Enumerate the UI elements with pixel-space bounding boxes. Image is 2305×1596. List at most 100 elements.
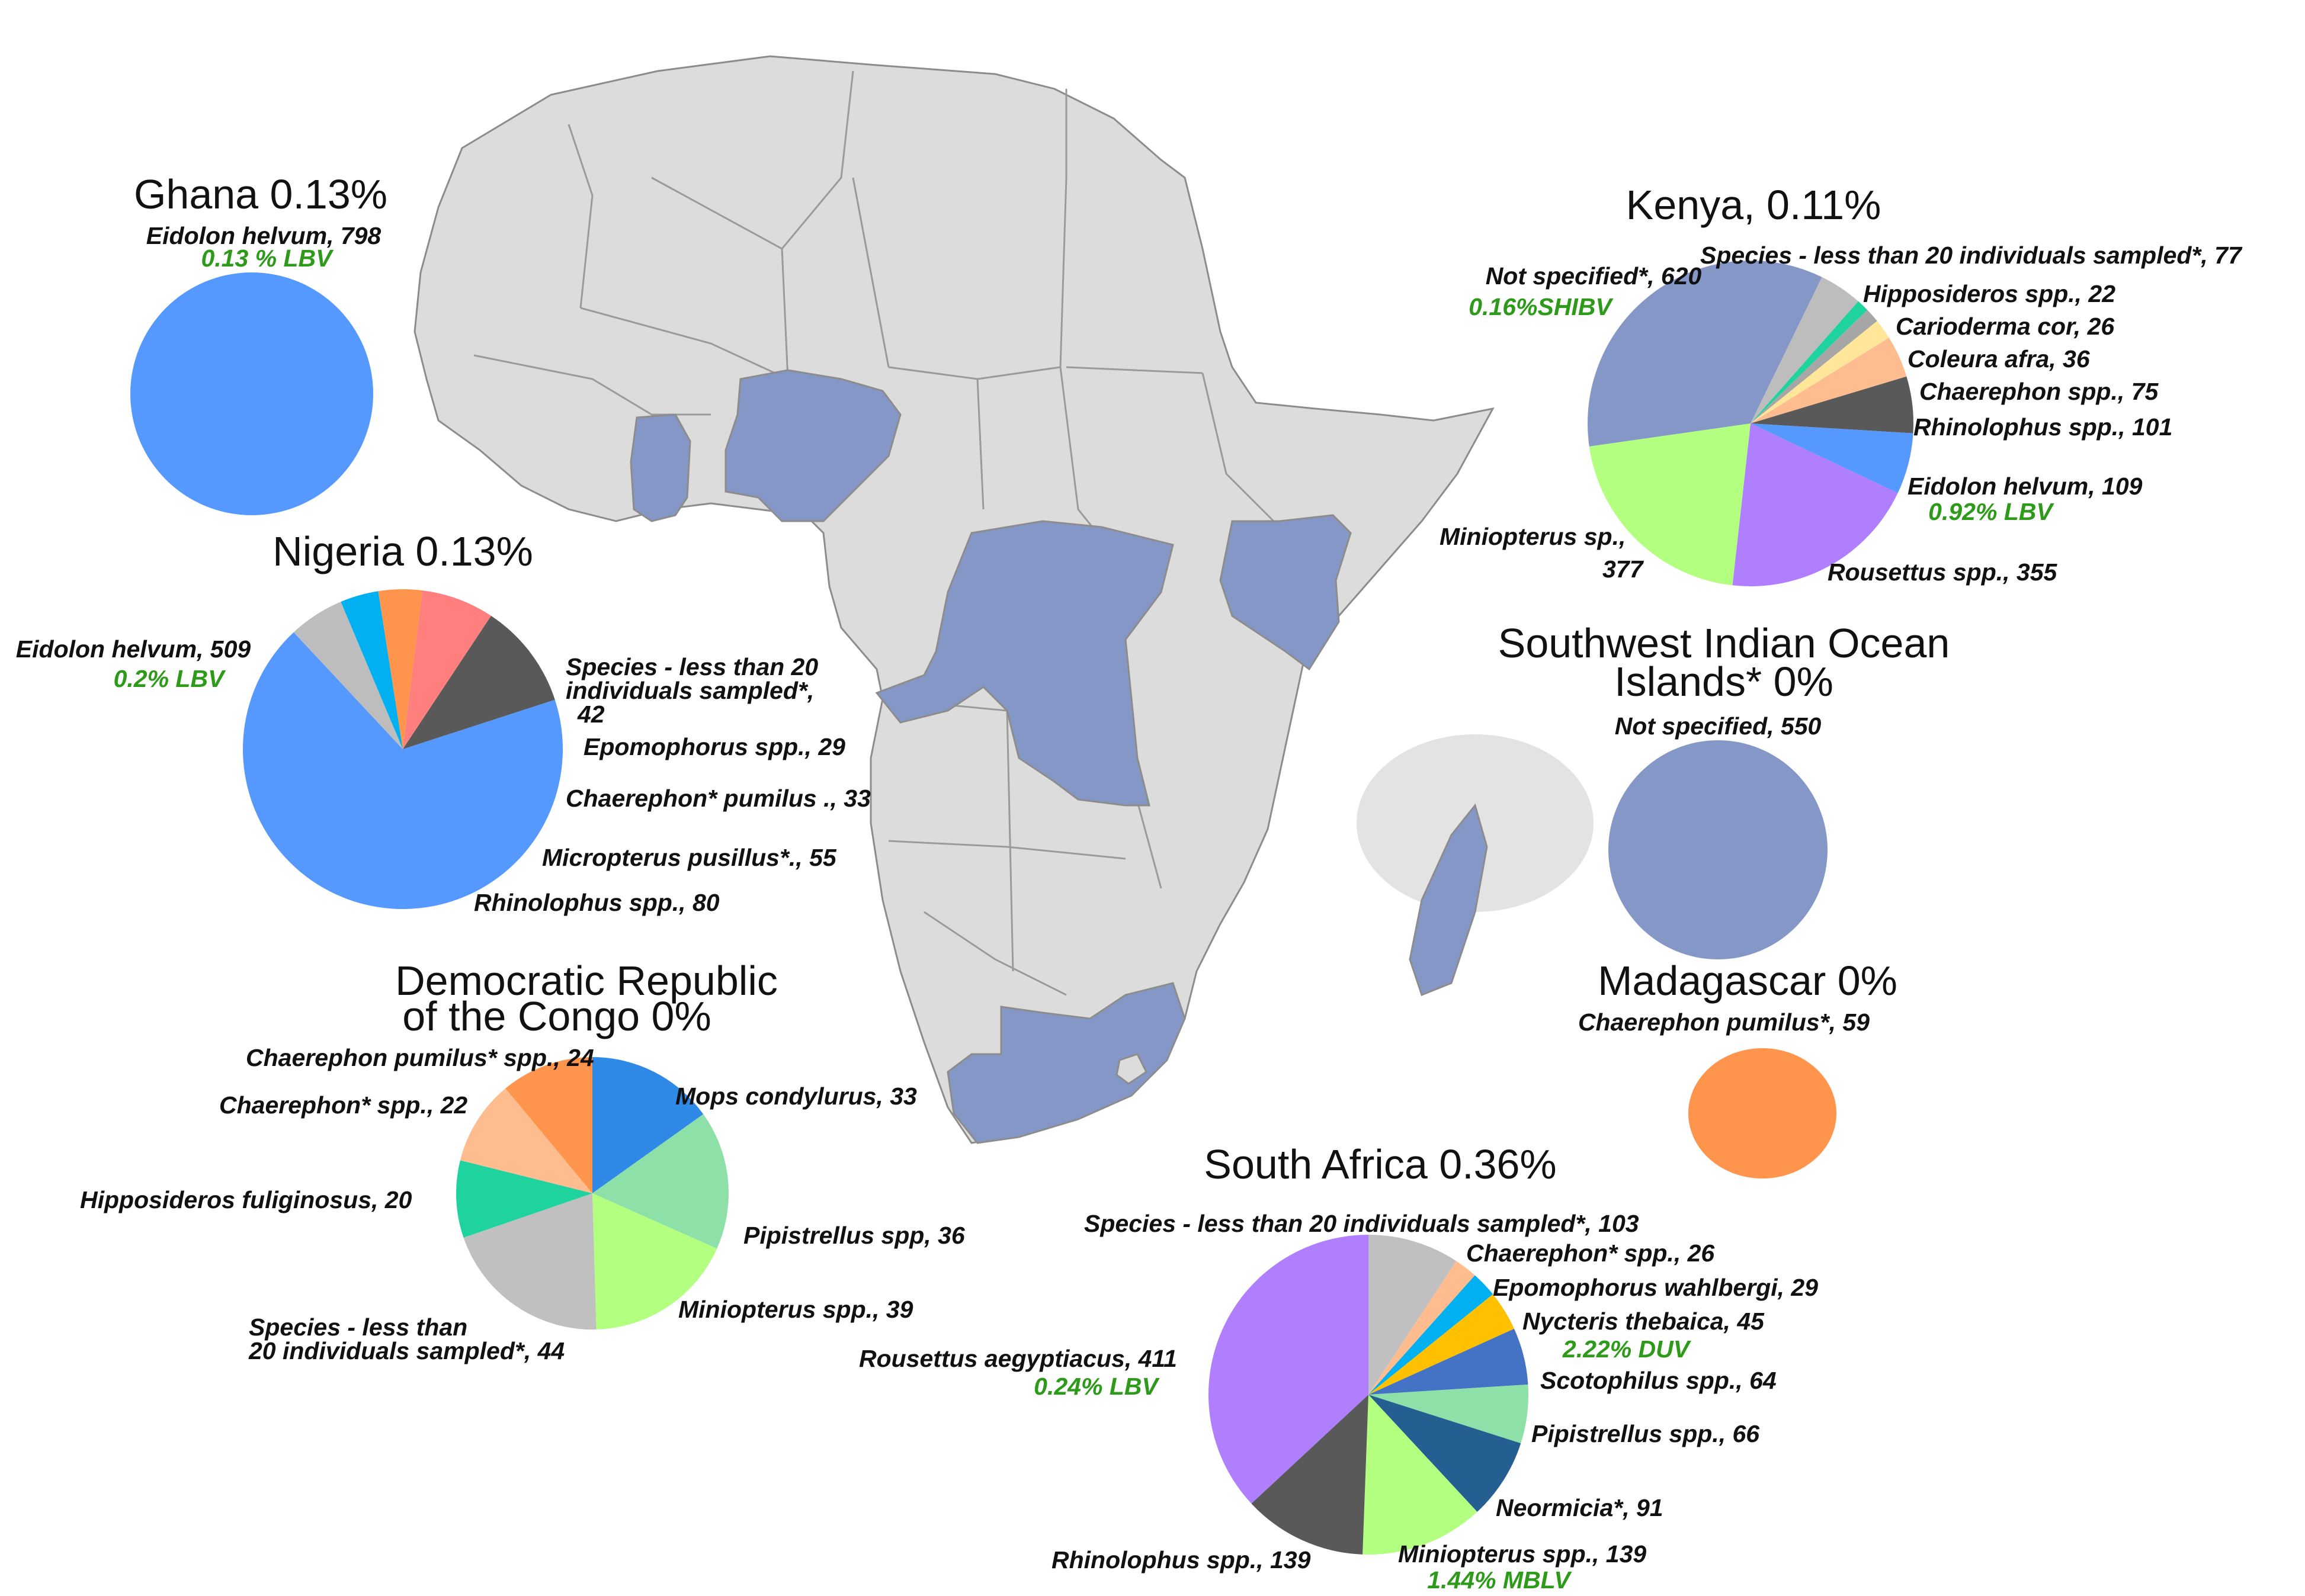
drc-label-miniopterus: Miniopterus spp., 39 [678, 1296, 913, 1323]
ghana-label-eidolon: Eidolon helvum, 798 [146, 222, 382, 249]
south-africa-pie-slice-3 [1368, 1294, 1515, 1395]
south-africa-pie-slice-1 [1368, 1261, 1475, 1395]
sa-stat-nycteris: 2.22% DUV [1562, 1335, 1692, 1363]
drc-pie-slice-2 [592, 1193, 717, 1330]
madagascar-pie [1688, 1048, 1836, 1178]
drc-label-pipistrellus: Pipistrellus spp, 36 [743, 1222, 966, 1249]
nigeria-label-micropterus: Micropterus pusillus*., 55 [542, 844, 837, 871]
sa-label-epomophorus: Epomophorus wahlbergi, 29 [1493, 1274, 1818, 1301]
swio-pie-slice-0 [1608, 740, 1828, 959]
kenya-stat-eidolon: 0.92% LBV [1928, 498, 2054, 525]
kenya-pie-slice-8 [1589, 423, 1751, 586]
kenya-pie-slice-7 [1732, 423, 1898, 587]
africa-map [413, 55, 1594, 1144]
south-africa-pie-slice-6 [1368, 1395, 1521, 1512]
south-africa-pie-slice-7 [1363, 1395, 1477, 1555]
nigeria-pie [243, 589, 563, 910]
south-africa-title: South Africa 0.36% [1204, 1141, 1556, 1187]
swio-title-line1: Southwest Indian Ocean [1498, 620, 1950, 666]
south-africa-region [947, 982, 1186, 1144]
madagascar-region [1409, 803, 1488, 996]
kenya-title: Kenya, 0.11% [1626, 182, 1881, 228]
kenya-region [1219, 514, 1352, 671]
nigeria-label-rhinolophus: Rhinolophus spp., 80 [474, 889, 720, 916]
drc-pie-slice-6 [505, 1056, 592, 1193]
kenya-pie-slice-4 [1751, 338, 1907, 423]
kenya-label-rhinolophus: Rhinolophus spp., 101 [1913, 413, 2172, 441]
kenya-pie-slice-1 [1751, 301, 1868, 423]
kenya-label-rousettus: Rousettus spp., 355 [1828, 558, 2058, 586]
drc-pie-slice-4 [456, 1160, 592, 1238]
sa-label-rhinolophus: Rhinolophus spp., 139 [1051, 1546, 1311, 1573]
sa-label-scotophilus: Scotophilus spp., 64 [1540, 1367, 1777, 1394]
nigeria-region [724, 369, 902, 522]
ghana-pie-slice-0 [130, 272, 373, 515]
sa-stat-miniopterus: 1.44% MBLV [1427, 1566, 1572, 1594]
nigeria-label-chaerephon: Chaerephon* pumilus ., 33 [566, 785, 871, 812]
sa-label-neormicia: Neormicia*, 91 [1496, 1494, 1663, 1521]
sa-label-pipistrellus: Pipistrellus spp., 66 [1531, 1420, 1760, 1447]
nigeria-title: Nigeria 0.13% [273, 528, 533, 574]
kenya-label-miniopterus-line1: Miniopterus sp., [1440, 523, 1626, 550]
swio-title-line2: Islands* 0% [1614, 659, 1833, 705]
drc-label-species-line1: Species - less than [249, 1314, 467, 1341]
south-africa-pie-slice-0 [1368, 1235, 1457, 1395]
nigeria-pie-slice-2 [341, 591, 403, 749]
sa-stat-rousettus: 0.24% LBV [1034, 1373, 1160, 1400]
drc-label-chaerephon: Chaerephon* spp., 22 [219, 1091, 467, 1119]
kenya-label-eidolon: Eidolon helvum, 109 [1908, 473, 2143, 500]
madagascar-title: Madagascar 0% [1598, 958, 1897, 1004]
nigeria-label-species-line1: Species - less than 20 [566, 653, 818, 680]
madagascar-pie-slice-0 [1688, 1048, 1836, 1178]
lesotho [1115, 1053, 1147, 1085]
swio-pie [1608, 740, 1828, 959]
sa-label-rousettus: Rousettus aegyptiacus, 411 [859, 1345, 1177, 1372]
kenya-label-coleura: Coleura afra, 36 [1908, 345, 2091, 372]
sa-label-chaerephon: Chaerephon* spp., 26 [1466, 1239, 1715, 1267]
sa-label-nycteris: Nycteris thebaica, 45 [1522, 1308, 1765, 1335]
drc-region [875, 520, 1174, 807]
drc-pie-slice-1 [592, 1114, 729, 1249]
swio-label-not-specified: Not specified, 550 [1615, 712, 1822, 740]
drc-title-line2: of the Congo 0% [402, 993, 711, 1039]
sa-label-miniopterus: Miniopterus spp., 139 [1398, 1540, 1646, 1568]
kenya-pie-slice-2 [1751, 310, 1877, 423]
kenya-pie-slice-0 [1751, 277, 1858, 423]
south-africa-pie-slice-5 [1368, 1384, 1528, 1444]
south-africa-pie-slice-8 [1251, 1395, 1368, 1555]
drc-pie-slice-5 [460, 1088, 592, 1193]
south-africa-pie-slice-4 [1368, 1328, 1528, 1395]
kenya-label-miniopterus-line2: 377 [1602, 555, 1644, 583]
kenya-label-species: Species - less than 20 individuals sampl… [1700, 242, 2243, 269]
nigeria-pie-slice-0 [243, 632, 563, 910]
nigeria-label-species-line3: 42 [577, 701, 605, 728]
south-africa-pie-slice-9 [1208, 1235, 1368, 1504]
ghana-region [630, 413, 691, 522]
drc-pie-slice-0 [592, 1057, 704, 1193]
ghana-title: Ghana 0.13% [134, 171, 387, 217]
drc-pie [456, 1056, 729, 1330]
nigeria-label-epomophorus: Epomophorus spp., 29 [584, 733, 845, 760]
drc-label-mops: Mops condylurus, 33 [675, 1083, 917, 1110]
kenya-pie-slice-9 [1588, 261, 1822, 447]
ghana-pie [130, 272, 373, 515]
kenya-pie-slice-5 [1751, 376, 1913, 433]
drc-title-line1: Democratic Republic [395, 958, 778, 1004]
drc-pie-slice-3 [463, 1193, 597, 1330]
kenya-label-not-specified: Not specified*, 620 [1486, 262, 1702, 290]
south-africa-pie [1208, 1235, 1528, 1555]
nigeria-label-eidolon: Eidolon helvum, 509 [16, 635, 251, 663]
kenya-pie [1588, 261, 1913, 587]
drc-label-species-line2: 20 individuals sampled*, 44 [248, 1337, 565, 1364]
kenya-label-carioderma: Carioderma cor, 26 [1896, 313, 2115, 340]
madagascar-label-chaerephon: Chaerephon pumilus*, 59 [1578, 1009, 1870, 1036]
kenya-label-hipposideros: Hipposideros spp., 22 [1863, 280, 2115, 307]
nigeria-stat-eidolon: 0.2% LBV [114, 665, 226, 692]
drc-label-chaerephon-pumilus: Chaerephon pumilus* spp., 24 [246, 1044, 594, 1071]
nigeria-label-species-line2: individuals sampled*, [566, 677, 814, 704]
nigeria-pie-slice-3 [378, 589, 423, 749]
kenya-stat-not-specified: 0.16%SHIBV [1469, 293, 1614, 320]
south-africa-pie-slice-2 [1368, 1275, 1493, 1395]
ghana-stat-eidolon: 0.13 % LBV [201, 245, 334, 272]
